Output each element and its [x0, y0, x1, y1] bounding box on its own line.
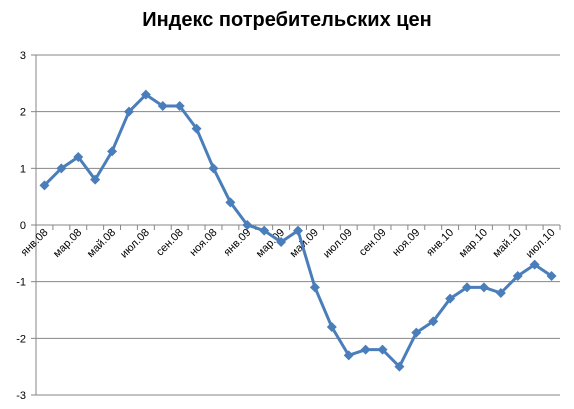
y-tick-label: 0 [20, 220, 26, 232]
x-tick-label: ноя.08 [187, 227, 219, 259]
marker [411, 327, 422, 338]
marker [360, 344, 371, 355]
marker [140, 89, 151, 100]
marker [276, 237, 287, 247]
x-tick-label: июл.08 [118, 227, 152, 261]
marker [326, 322, 337, 332]
marker [309, 282, 320, 293]
marker [512, 271, 523, 281]
marker [377, 344, 388, 355]
marker [495, 288, 506, 298]
x-tick-label: янв.10 [424, 227, 456, 259]
marker [208, 163, 219, 174]
marker [191, 123, 202, 134]
marker [225, 197, 236, 208]
y-tick-label: 2 [20, 107, 26, 119]
marker [546, 271, 557, 281]
chart-title: Индекс потребительских цен [142, 9, 432, 31]
marker [73, 152, 84, 162]
x-tick-label: июл.10 [524, 227, 558, 261]
x-tick-label: сен.08 [154, 227, 186, 259]
x-tick-label: мар.08 [51, 227, 84, 260]
y-tick-label: -2 [16, 333, 26, 345]
marker [242, 220, 253, 230]
marker [394, 361, 405, 372]
marker [174, 101, 185, 111]
x-tick-label: сен.09 [357, 227, 389, 259]
marker [428, 316, 439, 327]
marker [293, 225, 303, 236]
x-tick-label: июл.09 [321, 227, 355, 261]
marker [39, 180, 50, 191]
marker [56, 163, 67, 174]
y-tick-label: -3 [16, 390, 26, 402]
marker [90, 174, 101, 185]
marker [478, 282, 489, 293]
marker [157, 101, 168, 111]
y-tick-label: 3 [20, 50, 26, 62]
x-tick-label: май.08 [85, 227, 118, 260]
y-tick-label: 1 [20, 163, 26, 175]
marker [123, 106, 134, 117]
marker [529, 259, 540, 270]
x-tick-label: мар.10 [457, 227, 490, 260]
marker [462, 282, 473, 293]
marker [107, 146, 118, 157]
marker [259, 225, 270, 236]
marker [445, 293, 456, 304]
marker [343, 350, 354, 361]
x-tick-label: янв.09 [221, 227, 253, 259]
x-tick-label: ноя.09 [390, 227, 422, 259]
y-tick-label: -1 [16, 277, 26, 289]
x-tick-label: май.10 [491, 227, 524, 260]
